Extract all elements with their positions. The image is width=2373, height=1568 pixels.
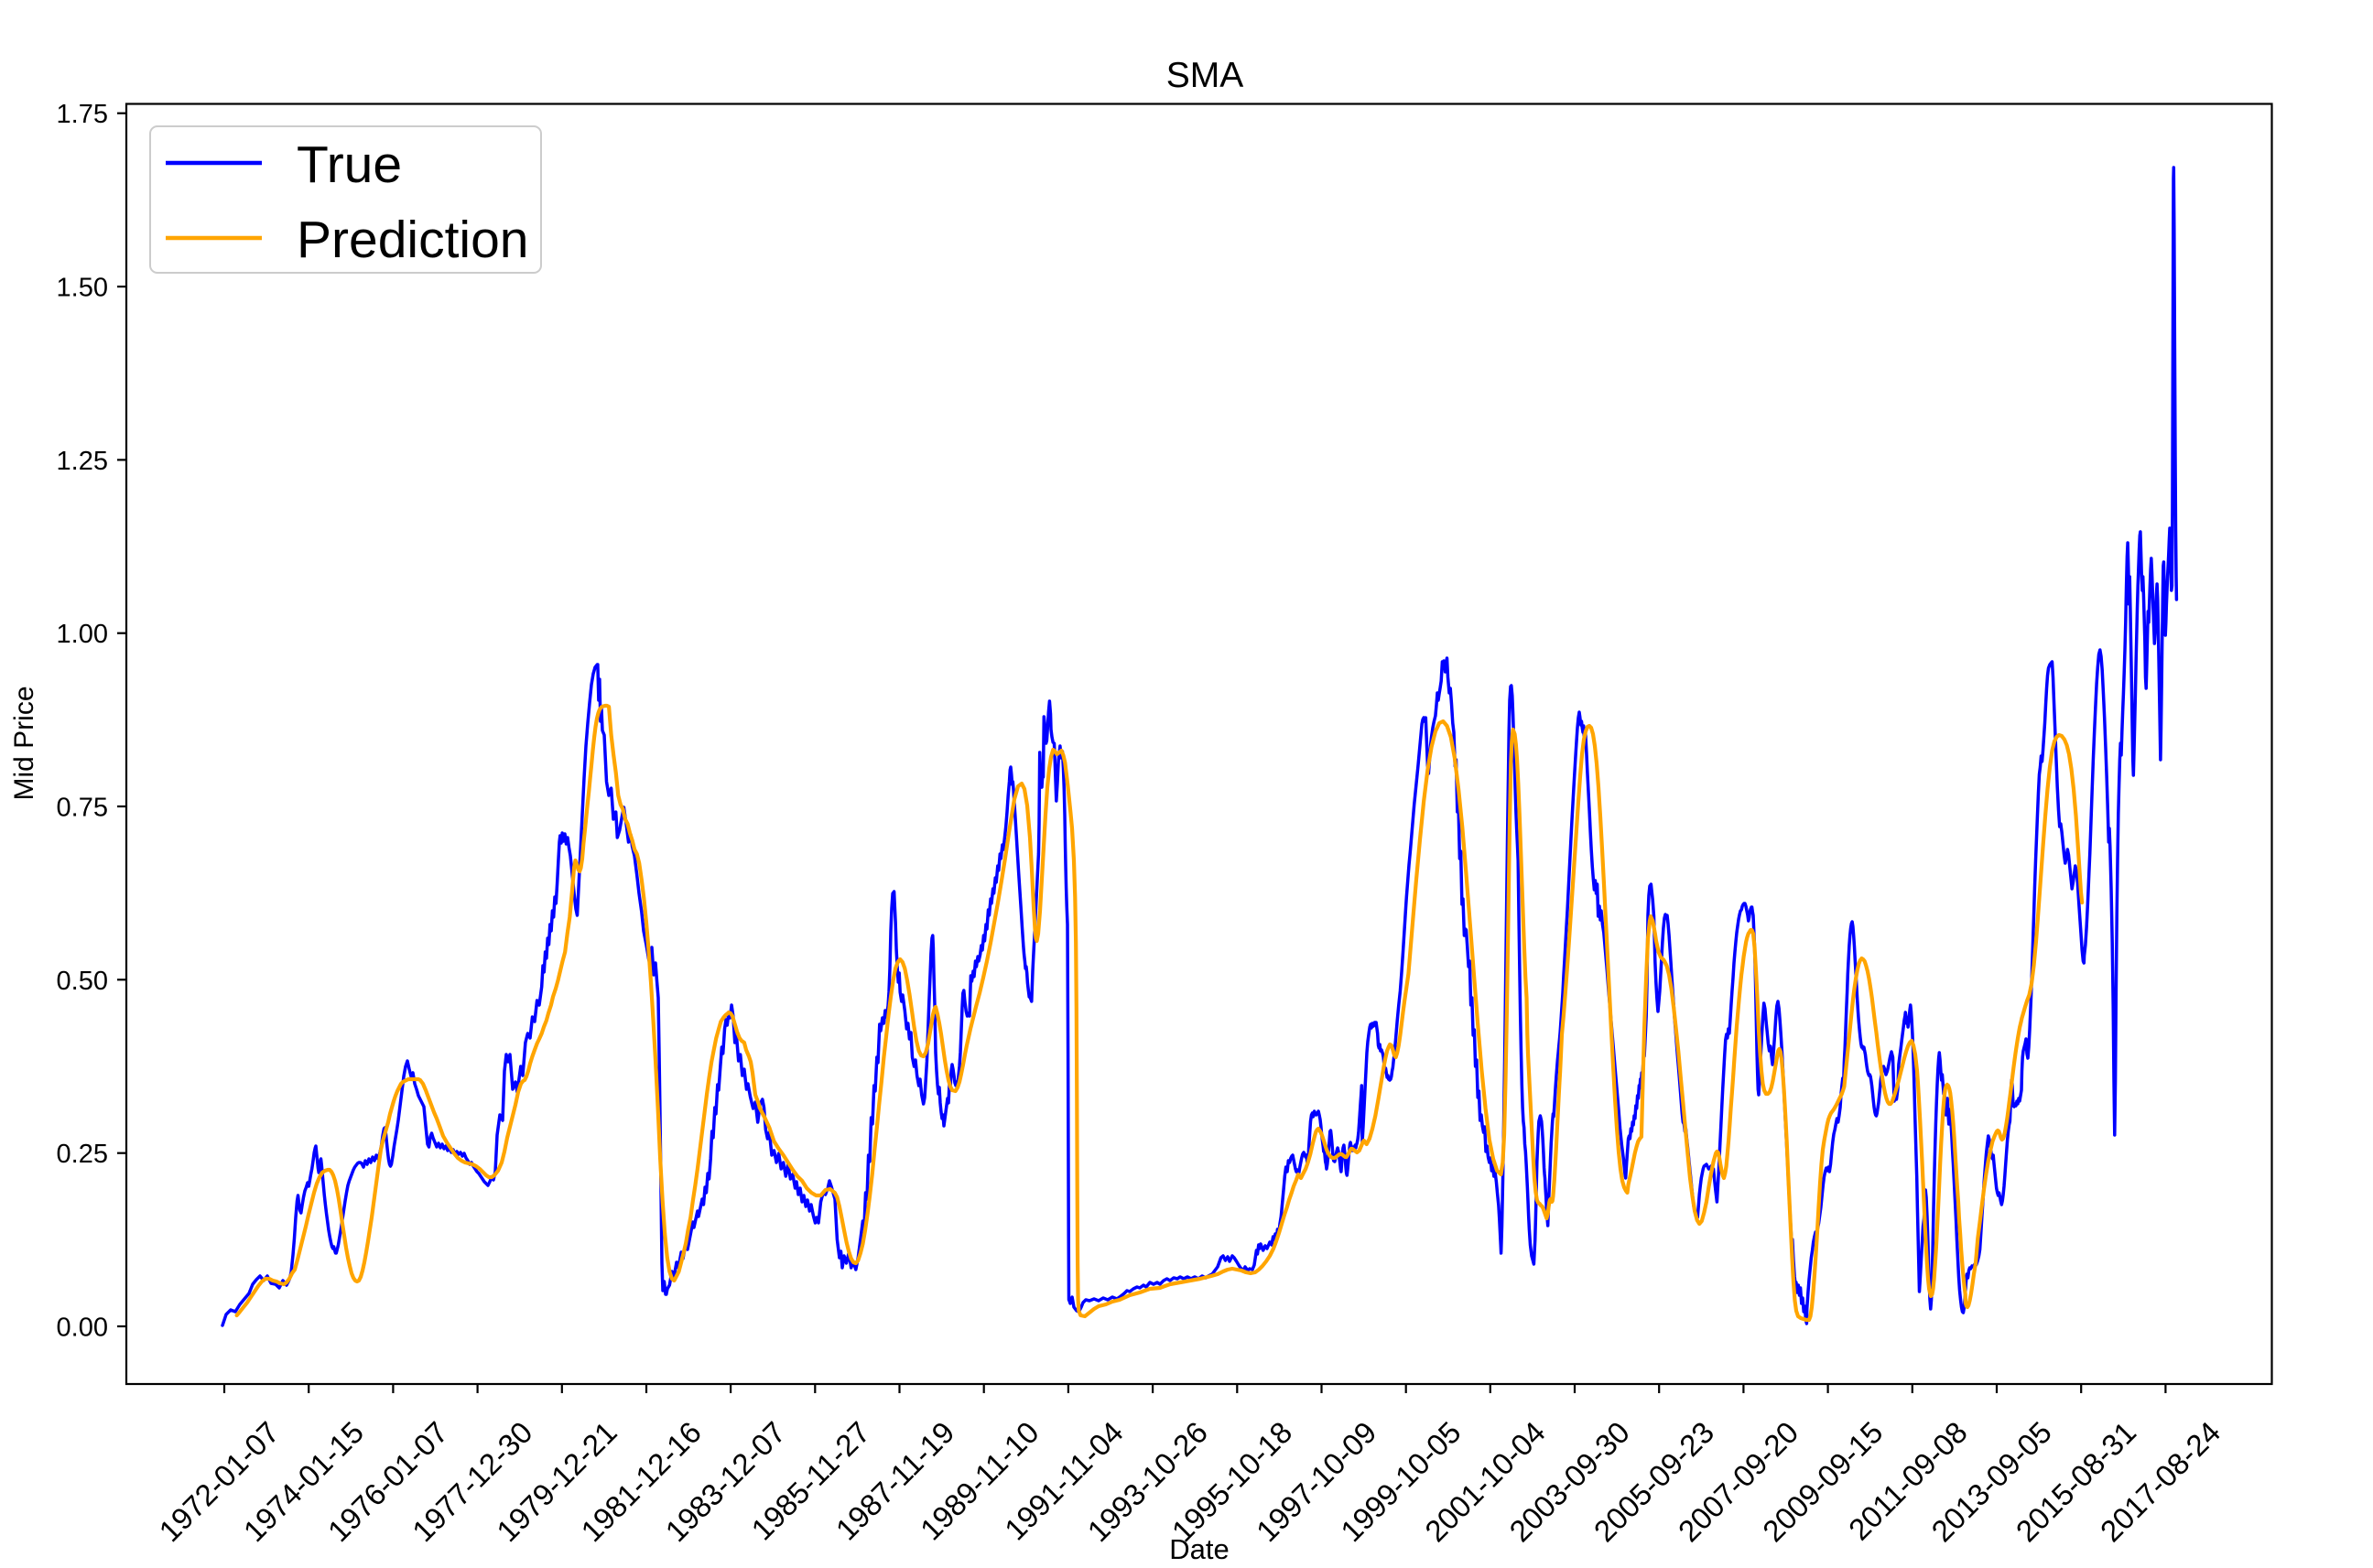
svg-text:1.50: 1.50	[57, 274, 108, 303]
svg-text:1.25: 1.25	[57, 447, 108, 476]
svg-text:Prediction: Prediction	[297, 211, 528, 269]
svg-text:0.00: 0.00	[57, 1314, 108, 1343]
svg-text:1.75: 1.75	[57, 100, 108, 129]
svg-text:SMA: SMA	[1166, 56, 1244, 95]
svg-text:0.25: 0.25	[57, 1140, 108, 1169]
svg-text:0.75: 0.75	[57, 794, 108, 823]
svg-text:True: True	[297, 135, 402, 194]
svg-text:Date: Date	[1169, 1533, 1229, 1563]
svg-text:0.50: 0.50	[57, 967, 108, 996]
svg-text:1.00: 1.00	[57, 620, 108, 649]
svg-text:Mid Price: Mid Price	[9, 686, 39, 800]
